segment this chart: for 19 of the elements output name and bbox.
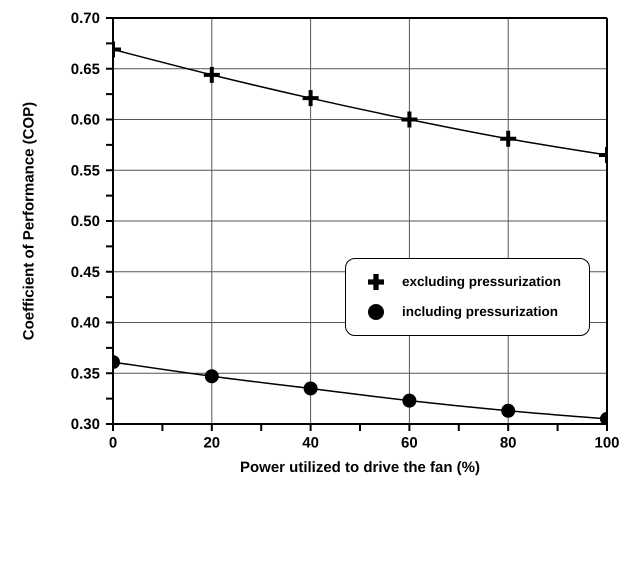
- y-tick-label: 0.60: [70, 112, 100, 128]
- y-tick-label: 0.45: [70, 264, 100, 281]
- x-tick-label: 100: [594, 434, 620, 452]
- x-axis-title: Power utilized to drive the fan (%): [240, 459, 480, 476]
- y-tick-label: 0.40: [70, 314, 100, 332]
- y-tick-label: 0.35: [70, 365, 100, 382]
- legend-label: excluding pressurization: [402, 274, 561, 289]
- x-tick-label: 0: [108, 434, 118, 452]
- x-tick-label: 40: [302, 434, 319, 452]
- x-tick-label: 20: [203, 434, 220, 452]
- y-axis-title: Coefficient of Performance (COP): [20, 102, 38, 340]
- x-tick-label: 60: [401, 434, 418, 452]
- y-tick-label: 0.55: [70, 162, 100, 180]
- y-tick-label: 0.65: [70, 60, 100, 78]
- y-tick-label: 0.30: [70, 416, 100, 433]
- legend-label: including pressurization: [402, 304, 558, 319]
- y-tick-label: 0.50: [70, 213, 100, 230]
- x-tick-label: 80: [500, 434, 517, 452]
- y-tick-label: 0.70: [70, 10, 100, 27]
